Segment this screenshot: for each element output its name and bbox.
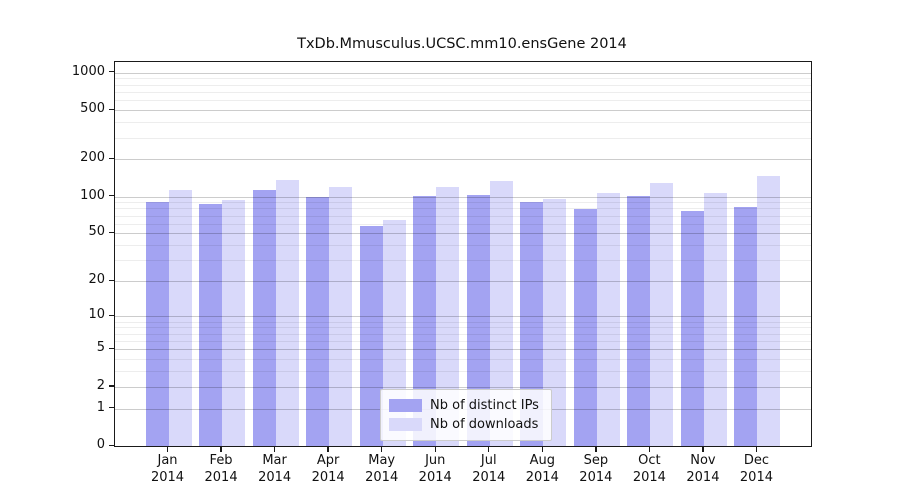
bar-aug-distinct-ips — [520, 202, 544, 446]
y-tick-label: 500 — [80, 101, 105, 116]
legend: Nb of distinct IPs Nb of downloads — [380, 389, 552, 441]
bar-jul-downloads — [489, 180, 513, 446]
y-tick-mark — [109, 157, 114, 160]
x-tick-label-jul: Jul 2014 — [472, 453, 506, 485]
bar-mar-downloads — [275, 179, 299, 446]
bar-oct-distinct-ips — [627, 196, 651, 446]
x-tick-label-jan: Jan 2014 — [150, 453, 185, 485]
legend-label-distinct-ips: Nb of distinct IPs — [430, 398, 539, 413]
x-tick-label-may: May 2014 — [365, 453, 399, 485]
y-tick-mark — [109, 279, 114, 282]
y-tick-label: 200 — [80, 150, 105, 166]
y-tick-mark — [109, 314, 114, 317]
bar-may-distinct-ips — [359, 225, 383, 446]
bar-jan-distinct-ips — [145, 202, 169, 446]
bars-layer — [115, 62, 811, 446]
bar-feb-distinct-ips — [199, 204, 223, 446]
y-tick-label: 10 — [88, 307, 105, 323]
x-tick-mark — [702, 446, 704, 452]
legend-swatch-distinct-ips — [389, 399, 422, 412]
x-tick-label-apr: Apr 2014 — [311, 453, 345, 485]
bar-jul-distinct-ips — [466, 195, 490, 446]
legend-item-downloads: Nb of downloads — [389, 415, 542, 434]
x-tick-mark — [380, 446, 383, 452]
bar-jan-downloads — [168, 190, 192, 446]
x-tick-mark — [595, 446, 597, 452]
bar-sep-distinct-ips — [573, 208, 597, 446]
bar-dec-distinct-ips — [734, 206, 758, 446]
x-tick-label-dec: Dec 2014 — [739, 453, 773, 485]
x-tick-label-mar: Mar 2014 — [258, 453, 292, 485]
y-tick-mark — [109, 231, 114, 234]
bar-apr-distinct-ips — [306, 196, 330, 446]
bar-jun-distinct-ips — [413, 196, 437, 446]
x-tick-mark — [648, 446, 651, 452]
bar-dec-downloads — [757, 175, 781, 446]
legend-label-downloads: Nb of downloads — [430, 417, 539, 432]
chart-title: TxDb.Mmusculus.UCSC.mm10.ensGene 2014 — [297, 36, 627, 52]
x-tick-label-sep: Sep 2014 — [579, 453, 613, 485]
bar-mar-distinct-ips — [252, 189, 276, 446]
y-tick-mark — [109, 347, 114, 350]
x-tick-mark — [166, 446, 169, 452]
y-tick-mark — [109, 444, 114, 446]
legend-item-distinct-ips: Nb of distinct IPs — [389, 396, 542, 415]
y-tick-label: 5 — [96, 340, 105, 356]
bar-jun-downloads — [436, 186, 460, 446]
x-tick-mark — [220, 446, 222, 452]
x-tick-label-nov: Nov 2014 — [686, 453, 720, 485]
bar-apr-downloads — [329, 186, 353, 446]
y-tick-mark — [109, 195, 114, 197]
y-tick-label: 2 — [96, 377, 105, 393]
x-tick-label-jun: Jun 2014 — [418, 453, 452, 485]
x-tick-mark — [541, 446, 543, 452]
y-tick-label: 0 — [96, 437, 105, 452]
bar-sep-downloads — [596, 193, 620, 446]
bar-nov-downloads — [703, 192, 727, 446]
x-tick-label-oct: Oct 2014 — [632, 453, 666, 485]
y-tick-label: 50 — [88, 224, 105, 240]
x-tick-mark — [273, 446, 276, 452]
y-tick-label: 1000 — [71, 63, 105, 79]
x-tick-label-aug: Aug 2014 — [525, 453, 559, 485]
y-tick-label: 100 — [80, 187, 105, 203]
legend-swatch-downloads — [389, 418, 422, 431]
x-tick-mark — [327, 446, 329, 452]
bar-oct-downloads — [650, 182, 674, 446]
y-tick-mark — [109, 71, 114, 73]
y-tick-mark — [109, 385, 114, 387]
y-tick-mark — [109, 407, 114, 409]
y-tick-mark — [109, 108, 114, 110]
x-tick-label-feb: Feb 2014 — [204, 453, 238, 485]
y-tick-label: 20 — [88, 272, 105, 288]
x-tick-mark — [488, 446, 490, 452]
bar-aug-downloads — [543, 199, 567, 446]
bar-nov-distinct-ips — [680, 210, 704, 446]
plot-area: Nb of distinct IPs Nb of downloads — [114, 61, 812, 447]
x-tick-mark — [434, 446, 436, 452]
x-tick-mark — [755, 446, 758, 452]
bar-feb-downloads — [222, 199, 246, 446]
y-tick-label: 1 — [96, 399, 105, 415]
